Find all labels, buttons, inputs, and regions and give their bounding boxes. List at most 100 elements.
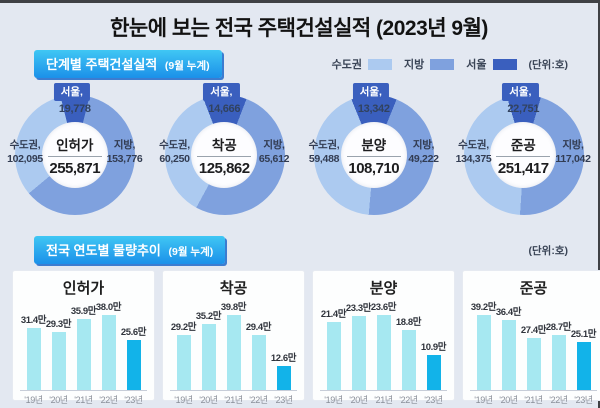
page-title: 한눈에 보는 전국 주택건설실적 (2023년 9월) [110, 17, 488, 40]
donut-title: 준공 [510, 137, 536, 153]
bar-chart-inheoga: 인허가 31.4만 29.3만 35.9만 38.0만 25.6만 '19년 '20년 '2… [12, 270, 155, 405]
jibang-label: 지방, 117,042 [555, 139, 591, 166]
x-axis-tick-label: '23년 [424, 395, 443, 405]
bar [101, 315, 116, 390]
x-axis-tick-label: '23년 [124, 395, 143, 405]
section-title: 단계별 주택건설실적 [46, 57, 158, 72]
bar-chart-title: 착공 [219, 280, 248, 297]
bars-area: 21.4만 23.3만 23.6만 18.8만 10.9만 [320, 298, 447, 391]
x-axis-labels: '19년 '20년 '21년 '22년 '23년 [320, 391, 447, 406]
bar-chart-jungong: 준공 39.2만 36.4만 27.4만 28.7만 25.1만 '19년 '20년 '21… [462, 270, 600, 405]
donut-center: 준공 251,417 [490, 122, 557, 188]
section-badge-trend: 전국 연도별 물량추이 (9월 누계) [34, 236, 226, 264]
bar-value-label: 29.4만 [245, 321, 272, 333]
bar [551, 335, 566, 390]
bar-chart-title: 준공 [519, 280, 548, 297]
x-axis-tick-label: '21년 [524, 395, 543, 405]
bar-value-label: 28.7만 [545, 322, 572, 334]
seoul-flag-label: 서울, [352, 83, 389, 101]
bar-chart-title: 인허가 [62, 280, 105, 297]
bar-column: 25.1만 [571, 326, 597, 390]
bar-value-label: 21.4만 [320, 309, 347, 320]
bar [26, 328, 41, 390]
x-axis-tick-label: '19년 [24, 395, 43, 405]
legend-swatch-seoul [492, 58, 517, 70]
bar-column: 39.8만 [221, 299, 247, 390]
bar-column: 31.4만 [20, 312, 47, 390]
x-axis-tick-label: '23년 [574, 395, 593, 405]
x-axis-tick-label: '20년 [49, 395, 68, 405]
bar-column: 23.3만 [346, 300, 372, 390]
donut-title: 착공 [211, 137, 237, 153]
legend-label: 서울 [466, 59, 487, 71]
bar [126, 339, 141, 390]
bar-column: 35.9만 [70, 303, 97, 390]
bar [51, 332, 66, 390]
bar-column: 21.4만 [320, 306, 347, 390]
bar-column: 29.4만 [245, 319, 272, 390]
bar-value-label: 18.8만 [395, 317, 422, 329]
bar [401, 330, 416, 390]
donut-chart-chakgong: 서울, 14,666 수도권, 60,250 지방, 65,612 착공 125… [150, 82, 300, 228]
bar [76, 319, 91, 390]
bar-value-label: 35.2만 [195, 310, 222, 322]
seoul-flag-label: 서울, [502, 83, 539, 101]
donut-title: 인허가 [56, 137, 94, 153]
section-subtitle: (9월 누계) [168, 246, 214, 258]
section-title: 전국 연도별 물량추이 [46, 243, 161, 258]
bar-column: 38.0만 [95, 299, 122, 390]
bar-chart-row: 인허가 31.4만 29.3만 35.9만 38.0만 25.6만 '19년 '20년 '2… [12, 270, 600, 405]
seoul-value: 19,778 [58, 103, 91, 115]
divider [197, 155, 252, 157]
bar-value-label: 29.2만 [170, 322, 197, 333]
jibang-label: 지방, 49,222 [408, 139, 439, 166]
seoul-value: 13,342 [357, 103, 390, 115]
seoul-value: 22,751 [507, 103, 540, 115]
jibang-label: 지방, 65,612 [258, 139, 290, 166]
divider [47, 155, 102, 157]
donut-chart-row: 서울, 19,778 수도권, 102,095 지방, 153,776 인허가 … [0, 82, 598, 228]
sudogwon-label: 수도권, 134,375 [455, 139, 492, 166]
donut-total: 108,710 [348, 159, 400, 177]
divider [346, 155, 401, 157]
sudogwon-label: 수도권, 60,250 [159, 139, 190, 166]
legend-swatch-jibang [430, 58, 455, 70]
bar-value-label: 29.3만 [45, 319, 72, 331]
x-axis-tick-label: '21년 [224, 395, 243, 405]
bar-column: 25.6만 [121, 324, 147, 390]
bar [251, 334, 266, 390]
bar [476, 315, 491, 390]
x-axis-tick-label: '19년 [324, 395, 343, 405]
legend: 수도권 지방 서울 (단위:호) [332, 56, 568, 72]
legend-item-sudogwon: 수도권 [332, 56, 393, 72]
x-axis-tick-label: '22년 [549, 395, 568, 405]
x-axis-tick-label: '19년 [174, 395, 193, 405]
donut-title: 분양 [361, 137, 387, 153]
x-axis-tick-label: '21년 [74, 395, 93, 405]
bar-chart-chakgong: 착공 29.2만 35.2만 39.8만 29.4만 12.6만 '19년 '20년 '21… [162, 270, 305, 405]
seoul-flag-label: 서울, [203, 83, 240, 101]
bar [226, 315, 241, 390]
x-axis-tick-label: '20년 [199, 395, 218, 405]
bar-column: 10.9만 [421, 339, 447, 390]
bar [351, 316, 366, 390]
bar [326, 322, 341, 390]
x-axis-labels: '19년 '20년 '21년 '22년 '23년 [20, 391, 147, 406]
unit-label: (단위:호) [528, 244, 568, 257]
donut-total: 125,862 [198, 159, 250, 177]
bar-column: 12.6만 [271, 350, 297, 390]
bar-column: 27.4만 [521, 322, 547, 390]
sudogwon-label: 수도권, 59,488 [308, 139, 340, 166]
seoul-value: 14,666 [208, 103, 241, 115]
donut-center: 분양 108,710 [340, 122, 407, 188]
bar-value-label: 35.9만 [70, 306, 97, 318]
x-axis-tick-label: '22년 [99, 395, 118, 405]
x-axis-tick-label: '20년 [349, 395, 368, 405]
x-axis-tick-label: '19년 [474, 395, 493, 405]
donut-chart-jungong: 서울, 22,751 수도권, 134,375 지방, 117,042 준공 2… [449, 82, 599, 228]
seoul-flag-label: 서울, [53, 83, 90, 101]
bar-value-label: 38.0만 [95, 302, 122, 313]
bar-chart-title: 분양 [369, 280, 398, 297]
bar-value-label: 31.4만 [20, 315, 47, 326]
jibang-label: 지방, 153,776 [106, 139, 143, 166]
